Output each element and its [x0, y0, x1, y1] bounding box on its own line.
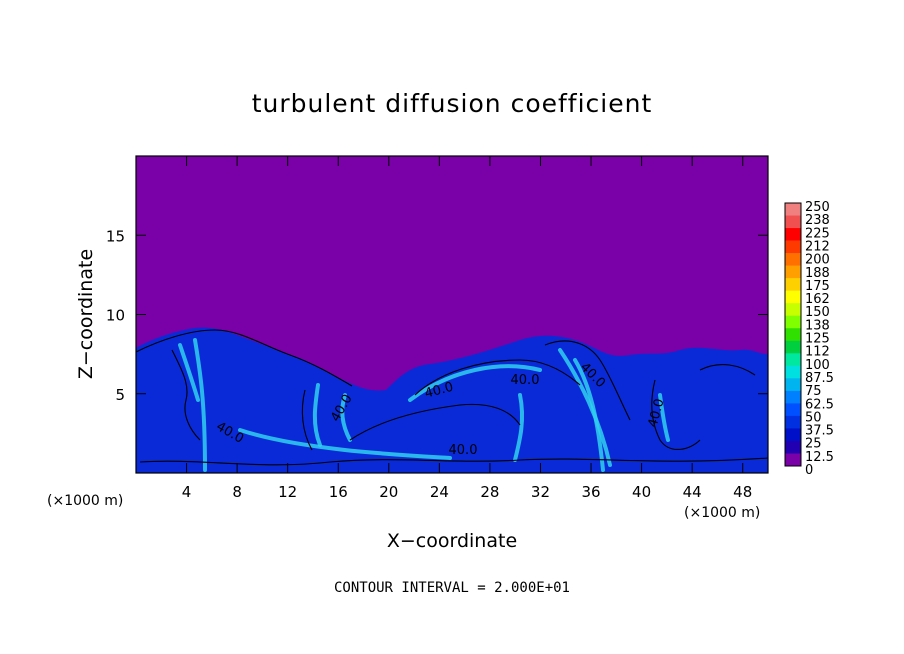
colorbar-frame	[784, 202, 802, 467]
colorbar-label: 250	[805, 200, 830, 215]
colorbar-swatch	[785, 353, 801, 367]
colorbar-swatch	[785, 215, 801, 229]
colorbar-swatch	[785, 365, 801, 379]
x-tick-label: 16	[329, 483, 348, 501]
colorbar-swatch	[785, 278, 801, 291]
y-tick-label: 10	[106, 307, 125, 325]
chart-title: turbulent diffusion coefficient	[252, 89, 653, 118]
streak	[238, 428, 452, 460]
colorbar-swatch	[785, 228, 801, 241]
colorbar-label: 112	[805, 345, 830, 360]
colorbar-label: 100	[805, 358, 830, 373]
streak	[558, 348, 612, 467]
colorbar-swatch	[785, 415, 801, 429]
colorbar-swatch	[785, 340, 801, 354]
colorbar-swatch	[785, 303, 801, 317]
x-tick-label: 8	[232, 483, 242, 501]
colorbar-label: 37.5	[805, 424, 834, 439]
colorbar-label: 0	[805, 463, 813, 478]
colorbar-label: 238	[805, 213, 830, 228]
colorbar-label: 25	[805, 437, 822, 452]
colorbar-swatch	[785, 378, 801, 392]
contour-label: 40.0	[449, 443, 478, 458]
colorbar-label: 162	[805, 292, 830, 307]
colorbar-label: 212	[805, 239, 830, 254]
streak	[340, 393, 352, 442]
streak	[408, 364, 542, 402]
y-axis-title: Z−coordinate	[75, 249, 97, 379]
high-value-streaks	[178, 338, 670, 472]
colorbar: 2502382252122001881751621501381251121008…	[784, 200, 834, 478]
y-tick-label: 15	[106, 227, 125, 245]
colorbar-label: 188	[805, 266, 830, 281]
y-axis: 5 10 15	[106, 227, 768, 404]
colorbar-label: 225	[805, 226, 830, 241]
contour-label: 40.0	[423, 380, 455, 402]
contour-line	[139, 457, 768, 466]
streak	[658, 393, 670, 442]
streak	[312, 383, 322, 447]
colorbar-label: 200	[805, 253, 830, 268]
colorbar-label: 50	[805, 410, 822, 425]
x-axis: 4 8 12 16 20 24 28 32 36 40 44 48	[182, 156, 752, 501]
streak	[178, 343, 200, 402]
colorbar-swatch	[785, 328, 801, 342]
x-tick-label: 12	[278, 483, 297, 501]
colorbar-swatch	[785, 265, 801, 279]
contour-lines	[136, 329, 768, 466]
colorbar-label: 125	[805, 332, 830, 347]
colorbar-swatch	[785, 390, 801, 404]
x-tick-label: 40	[632, 483, 651, 501]
turbulent-region	[136, 327, 768, 473]
contour-line	[699, 364, 756, 376]
streak	[573, 358, 605, 472]
x-unit-label-right: (×1000 m)	[684, 505, 760, 521]
contour-line	[136, 329, 353, 387]
contour-line	[544, 340, 631, 421]
x-axis-title: X−coordinate	[387, 530, 517, 552]
contour-line	[301, 389, 313, 451]
streak	[193, 338, 207, 472]
colorbar-swatch	[785, 253, 801, 266]
x-tick-label: 28	[480, 483, 499, 501]
contour-line	[414, 359, 581, 396]
x-unit-label-left: (×1000 m)	[47, 493, 123, 509]
colorbar-swatch	[785, 315, 801, 329]
contour-interval-note: CONTOUR INTERVAL = 2.000E+01	[334, 580, 570, 596]
colorbar-label: 62.5	[805, 397, 834, 412]
contour-line	[651, 379, 701, 450]
contour-line	[349, 403, 521, 441]
colorbar-label: 175	[805, 279, 830, 294]
contour-line	[171, 349, 201, 441]
x-tick-label: 20	[379, 483, 398, 501]
contour-label: 40.0	[511, 373, 540, 388]
colorbar-swatch	[785, 428, 801, 442]
colorbar-label: 87.5	[805, 371, 834, 386]
x-tick-label: 48	[733, 483, 752, 501]
colorbar-label: 12.5	[805, 450, 834, 465]
plot-area: 40.0 40.040.040.040.040.040.0	[136, 156, 768, 473]
colorbar-label: 138	[805, 318, 830, 333]
x-tick-label: 32	[531, 483, 550, 501]
colorbar-label: 75	[805, 384, 822, 399]
colorbar-swatch	[785, 290, 801, 304]
colorbar-swatch	[785, 203, 801, 216]
x-tick-label: 44	[683, 483, 702, 501]
colorbar-swatch	[785, 440, 801, 454]
colorbar-swatch	[785, 240, 801, 254]
y-tick-label: 5	[115, 386, 125, 404]
colorbar-swatch	[785, 453, 801, 467]
contour-label: 40.0	[646, 397, 668, 429]
streak	[513, 393, 525, 462]
colorbar-label: 150	[805, 305, 830, 320]
x-tick-label: 36	[581, 483, 600, 501]
colorbar-swatch	[785, 403, 801, 417]
x-tick-label: 4	[182, 483, 192, 501]
x-tick-label: 24	[430, 483, 449, 501]
